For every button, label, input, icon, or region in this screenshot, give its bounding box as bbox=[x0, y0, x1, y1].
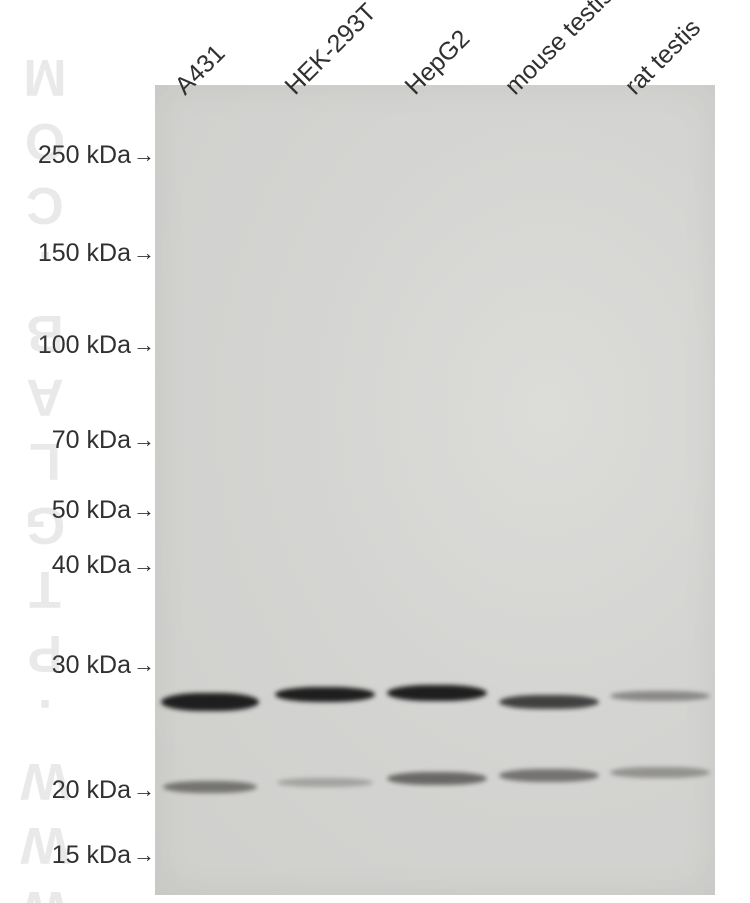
mw-marker-label: 30 kDa bbox=[52, 651, 131, 679]
figure-root: A431HEK-293THepG2mouse testisrat testis … bbox=[0, 0, 750, 903]
mw-marker: 40 kDa→ bbox=[0, 551, 155, 580]
mw-marker: 30 kDa→ bbox=[0, 651, 155, 680]
blot-band bbox=[277, 778, 373, 787]
arrow-right-icon: → bbox=[133, 552, 155, 578]
mw-marker: 15 kDa→ bbox=[0, 841, 155, 870]
arrow-right-icon: → bbox=[133, 240, 155, 266]
blot-band bbox=[499, 769, 599, 782]
mw-marker: 100 kDa→ bbox=[0, 331, 155, 360]
blot-band bbox=[387, 772, 487, 785]
mw-marker: 70 kDa→ bbox=[0, 426, 155, 455]
arrow-right-icon: → bbox=[133, 332, 155, 358]
mw-marker-label: 250 kDa bbox=[38, 141, 131, 169]
blot-band bbox=[610, 691, 710, 701]
blot-band bbox=[161, 693, 259, 711]
arrow-right-icon: → bbox=[133, 652, 155, 678]
mw-marker-label: 20 kDa bbox=[52, 776, 131, 804]
arrow-right-icon: → bbox=[133, 497, 155, 523]
blot-band bbox=[387, 685, 487, 701]
arrow-right-icon: → bbox=[133, 142, 155, 168]
arrow-right-icon: → bbox=[133, 777, 155, 803]
marker-column: 250 kDa→150 kDa→100 kDa→70 kDa→50 kDa→40… bbox=[0, 0, 155, 903]
mw-marker: 150 kDa→ bbox=[0, 239, 155, 268]
mw-marker-label: 150 kDa bbox=[38, 239, 131, 267]
mw-marker: 20 kDa→ bbox=[0, 776, 155, 805]
mw-marker: 50 kDa→ bbox=[0, 496, 155, 525]
mw-marker-label: 50 kDa bbox=[52, 496, 131, 524]
blot-band bbox=[163, 781, 257, 793]
mw-marker-label: 70 kDa bbox=[52, 426, 131, 454]
arrow-right-icon: → bbox=[133, 842, 155, 868]
arrow-right-icon: → bbox=[133, 427, 155, 453]
blot-band bbox=[499, 695, 599, 709]
mw-marker-label: 100 kDa bbox=[38, 331, 131, 359]
blot-band bbox=[275, 687, 375, 702]
mw-marker: 250 kDa→ bbox=[0, 141, 155, 170]
mw-marker-label: 15 kDa bbox=[52, 841, 131, 869]
blot-band bbox=[610, 767, 710, 778]
mw-marker-label: 40 kDa bbox=[52, 551, 131, 579]
